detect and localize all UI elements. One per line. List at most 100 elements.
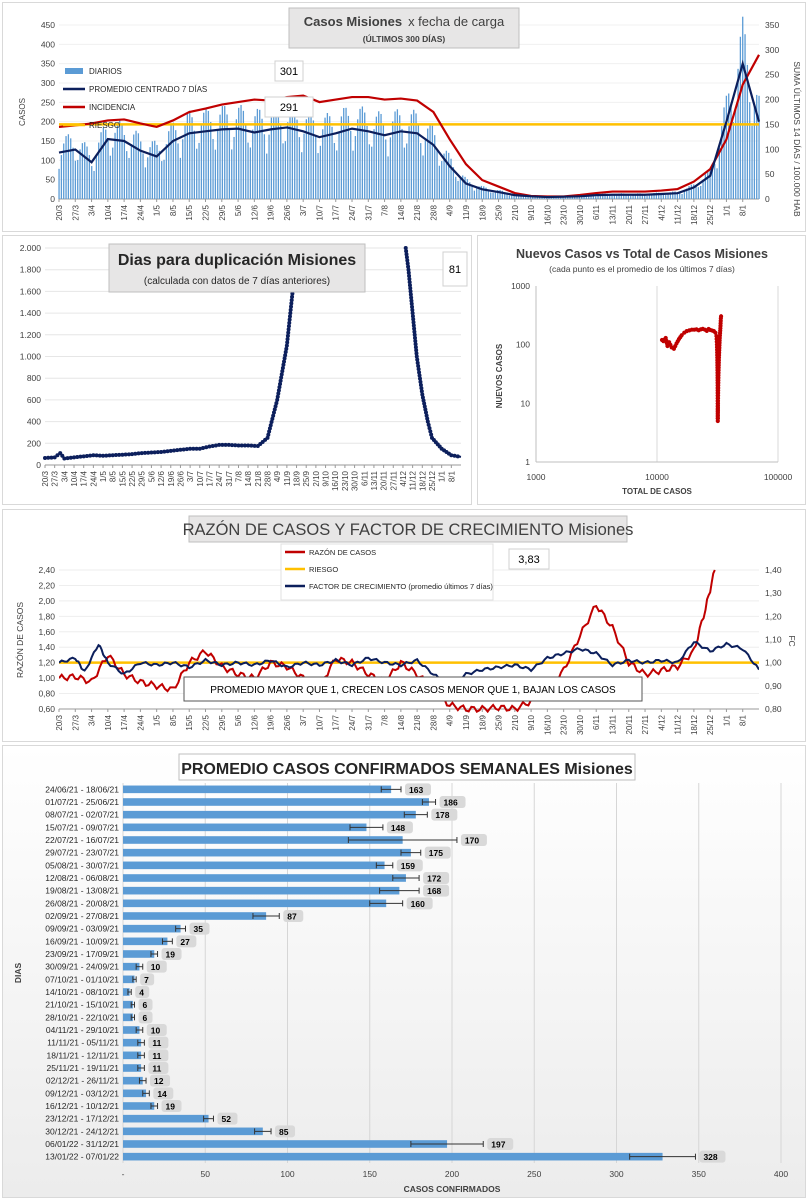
doubling-point xyxy=(419,389,424,394)
x-tick-label: 24/4 xyxy=(136,714,145,730)
y-right-tick-label: 250 xyxy=(765,70,779,80)
daily-bar xyxy=(389,137,392,199)
doubling-point xyxy=(130,452,135,457)
daily-bar xyxy=(595,196,597,199)
daily-bar xyxy=(119,120,121,199)
x-tick-label: 20/3 xyxy=(41,470,50,486)
x-tick-label: 28/8 xyxy=(264,470,273,486)
doubling-point xyxy=(412,332,417,337)
value-label-bg xyxy=(140,973,155,986)
daily-bar xyxy=(121,124,123,199)
doubling-point xyxy=(289,304,294,309)
doubling-point xyxy=(107,453,112,458)
value-label-bg xyxy=(487,1138,514,1150)
doubling-point xyxy=(165,449,170,454)
category-label: 11/11/21 - 05/11/21 xyxy=(47,1038,119,1048)
doubling-point xyxy=(159,449,164,454)
doubling-point xyxy=(178,447,183,452)
doubling-point xyxy=(412,335,417,340)
daily-bar xyxy=(616,194,618,199)
daily-bar xyxy=(261,118,263,199)
x-tick-label: 25/12 xyxy=(428,470,437,491)
doubling-point xyxy=(410,308,415,312)
daily-bar xyxy=(515,194,518,199)
annotation-box xyxy=(183,676,643,702)
daily-bar xyxy=(305,119,308,199)
daily-bar xyxy=(721,126,723,199)
x-tick-label: 16/10 xyxy=(543,204,552,225)
category-label: 05/08/21 - 30/07/21 xyxy=(45,860,119,870)
doubling-point xyxy=(416,367,421,372)
daily-bar xyxy=(637,193,639,199)
legend-box xyxy=(280,543,494,601)
daily-bar xyxy=(648,195,651,199)
value-label: 6 xyxy=(143,1013,148,1023)
y-tick-label: 200 xyxy=(41,117,55,127)
daily-bar xyxy=(70,138,72,199)
x-tick-label: 19/6 xyxy=(267,714,276,730)
x-tick-label: 18/9 xyxy=(478,714,487,730)
doubling-point xyxy=(279,375,284,380)
daily-bar xyxy=(448,152,450,199)
daily-bar xyxy=(79,149,81,199)
daily-bars xyxy=(58,16,760,200)
daily-bar xyxy=(184,123,186,199)
daily-bar xyxy=(359,108,361,199)
value-label-bg xyxy=(161,948,182,960)
doubling-point xyxy=(449,453,454,458)
daily-bar xyxy=(618,193,620,199)
bar xyxy=(123,874,406,882)
daily-bar xyxy=(207,110,210,199)
doubling-point xyxy=(152,450,157,455)
x-tick-label: 26/6 xyxy=(283,714,292,730)
bar xyxy=(123,924,181,933)
doubling-point xyxy=(413,345,418,350)
value-label: 10 xyxy=(151,1026,161,1036)
bar xyxy=(123,1013,133,1022)
x-tick-label: 4/12 xyxy=(399,470,408,486)
bar xyxy=(123,962,140,971)
daily-bar xyxy=(259,109,261,199)
x-tick-label: 1/1 xyxy=(722,714,731,726)
bar xyxy=(123,1038,142,1047)
doubling-point xyxy=(427,426,432,431)
daily-bar xyxy=(690,184,693,199)
daily-bar xyxy=(375,116,378,199)
value-label: 27 xyxy=(180,937,190,947)
daily-bar xyxy=(235,119,238,199)
daily-bar xyxy=(350,130,352,199)
daily-bar xyxy=(268,134,270,199)
x-tick-label: 23/10 xyxy=(560,714,569,735)
daily-bar xyxy=(592,195,595,199)
y-right-tick-label: 100 xyxy=(765,144,779,154)
doubling-point xyxy=(412,326,417,331)
daily-bar xyxy=(483,186,485,199)
category-label: 14/10/21 - 08/10/21 xyxy=(45,987,119,997)
daily-bar xyxy=(478,186,480,199)
bar xyxy=(123,912,267,920)
x-tick-label: 21/8 xyxy=(413,714,422,730)
category-label: 09/12/21 - 03/12/21 xyxy=(45,1088,119,1098)
daily-bar xyxy=(298,137,301,199)
value-label-bg xyxy=(189,922,210,935)
daily-bar xyxy=(513,194,515,199)
daily-bar xyxy=(191,117,193,199)
daily-bar xyxy=(588,194,590,199)
doubling-point xyxy=(413,339,418,343)
daily-bar xyxy=(476,188,478,199)
daily-bar xyxy=(674,191,676,199)
daily-bar xyxy=(634,193,637,199)
daily-bar xyxy=(560,197,562,199)
x-tick-label: 4/9 xyxy=(273,470,282,482)
x-tick-label: 24/4 xyxy=(136,204,145,220)
doubling-point xyxy=(52,455,57,460)
title-box xyxy=(188,515,628,543)
doubling-point xyxy=(126,452,131,457)
category-label: 16/09/21 - 10/09/21 xyxy=(45,936,119,946)
x-tick-label: 15/5 xyxy=(185,204,194,220)
doubling-point xyxy=(94,453,99,458)
category-label: 25/11/21 - 19/11/21 xyxy=(47,1063,120,1073)
doubling-point xyxy=(415,360,420,365)
daily-bar xyxy=(140,141,142,199)
doubling-point xyxy=(406,267,411,272)
